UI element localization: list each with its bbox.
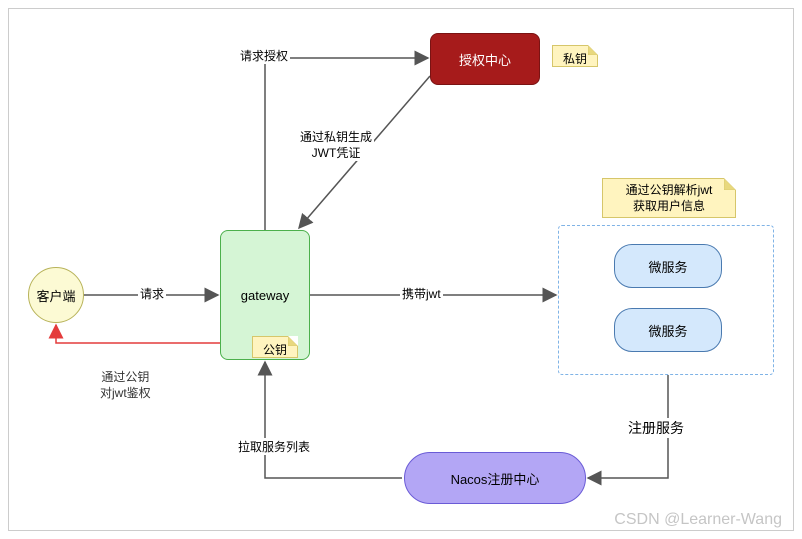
auth-center-node: 授权中心: [430, 33, 540, 85]
services-note-l2: 获取用户信息: [611, 199, 727, 215]
client-label: 客户端: [36, 286, 75, 305]
microservice-1: 微服务: [614, 244, 722, 288]
edge-request: 请求: [138, 285, 166, 302]
edge-register: 注册服务: [626, 418, 686, 438]
edge-jwt-auth: 通过公钥 对jwt鉴权: [98, 370, 153, 401]
edge-req-auth: 请求授权: [238, 47, 290, 64]
services-note: 通过公钥解析jwt 获取用户信息: [602, 178, 736, 218]
auth-label: 授权中心: [459, 50, 511, 69]
gateway-public-key-note: 公钥: [252, 336, 298, 358]
edge-pull-list: 拉取服务列表: [236, 438, 312, 455]
watermark: CSDN @Learner-Wang: [614, 511, 782, 529]
edge-jwt-auth-l1: 通过公钥: [100, 370, 151, 386]
edge-jwt-gen-l2: JWT凭证: [300, 146, 372, 162]
client-node: 客户端: [28, 267, 84, 323]
auth-note-label: 私钥: [563, 52, 587, 66]
services-note-l1: 通过公钥解析jwt: [611, 183, 727, 199]
edge-jwt-gen-l1: 通过私钥生成: [300, 130, 372, 146]
nacos-label: Nacos注册中心: [451, 469, 540, 488]
microservice-2: 微服务: [614, 308, 722, 352]
gateway-label: gateway: [241, 288, 289, 303]
microservice-2-label: 微服务: [648, 321, 687, 340]
edge-carry-jwt: 携带jwt: [400, 285, 443, 302]
nacos-node: Nacos注册中心: [404, 452, 586, 504]
microservice-1-label: 微服务: [648, 257, 687, 276]
gateway-note-label: 公钥: [263, 343, 287, 357]
edge-jwt-auth-l2: 对jwt鉴权: [100, 386, 151, 402]
auth-private-key-note: 私钥: [552, 45, 598, 67]
edge-jwt-gen: 通过私钥生成 JWT凭证: [298, 130, 374, 161]
